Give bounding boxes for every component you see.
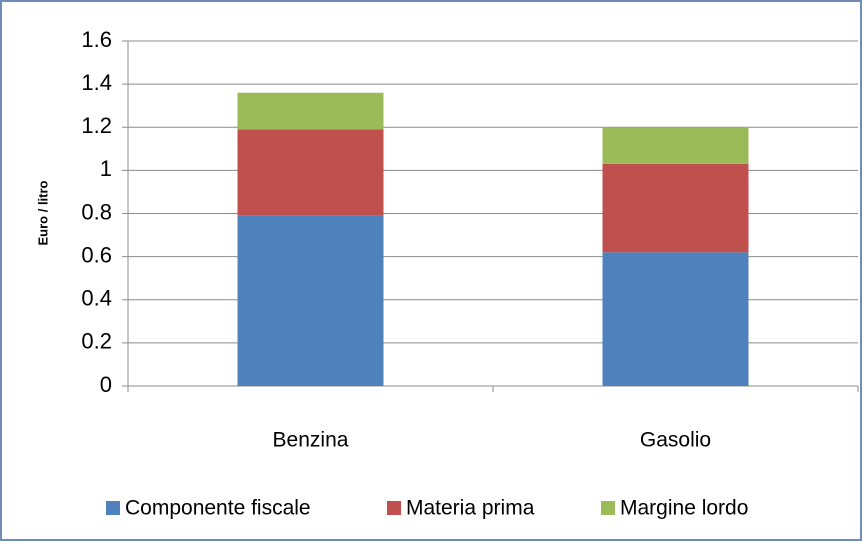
y-tick-label: 1 [100, 156, 112, 181]
legend-label: Componente fiscale [125, 497, 311, 520]
y-axis-label: Euro / litro [35, 180, 50, 245]
legend-label: Margine lordo [620, 497, 748, 520]
y-tick-label: 0.2 [81, 329, 112, 354]
bar-segment [237, 92, 384, 130]
y-tick-label: 1.4 [81, 70, 112, 95]
bar-segment [237, 129, 384, 216]
bar-segment [602, 127, 749, 164]
x-tick-label: Gasolio [640, 429, 711, 452]
y-tick-label: 1.2 [81, 113, 112, 138]
y-tick-label: 0.8 [81, 199, 112, 224]
bar-segment [237, 215, 384, 386]
bar-segment [602, 252, 749, 386]
legend-swatch [601, 501, 615, 515]
legend-swatch [106, 501, 120, 515]
y-tick-label: 0.6 [81, 242, 112, 267]
y-tick-label: 1.6 [81, 27, 112, 52]
bar-segment [602, 163, 749, 253]
y-tick-label: 0 [100, 372, 112, 397]
legend-swatch [387, 501, 401, 515]
y-tick-label: 0.4 [81, 286, 112, 311]
x-tick-label: Benzina [273, 429, 349, 452]
legend-label: Materia prima [406, 497, 535, 520]
